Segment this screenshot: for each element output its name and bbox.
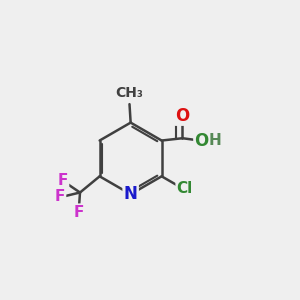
Text: N: N	[124, 185, 138, 203]
Text: H: H	[208, 133, 221, 148]
Text: O: O	[194, 131, 209, 149]
Text: CH₃: CH₃	[116, 85, 143, 100]
Text: F: F	[55, 189, 65, 204]
Text: F: F	[58, 173, 68, 188]
Text: F: F	[74, 205, 84, 220]
Text: O: O	[175, 106, 190, 124]
Text: Cl: Cl	[177, 181, 193, 196]
